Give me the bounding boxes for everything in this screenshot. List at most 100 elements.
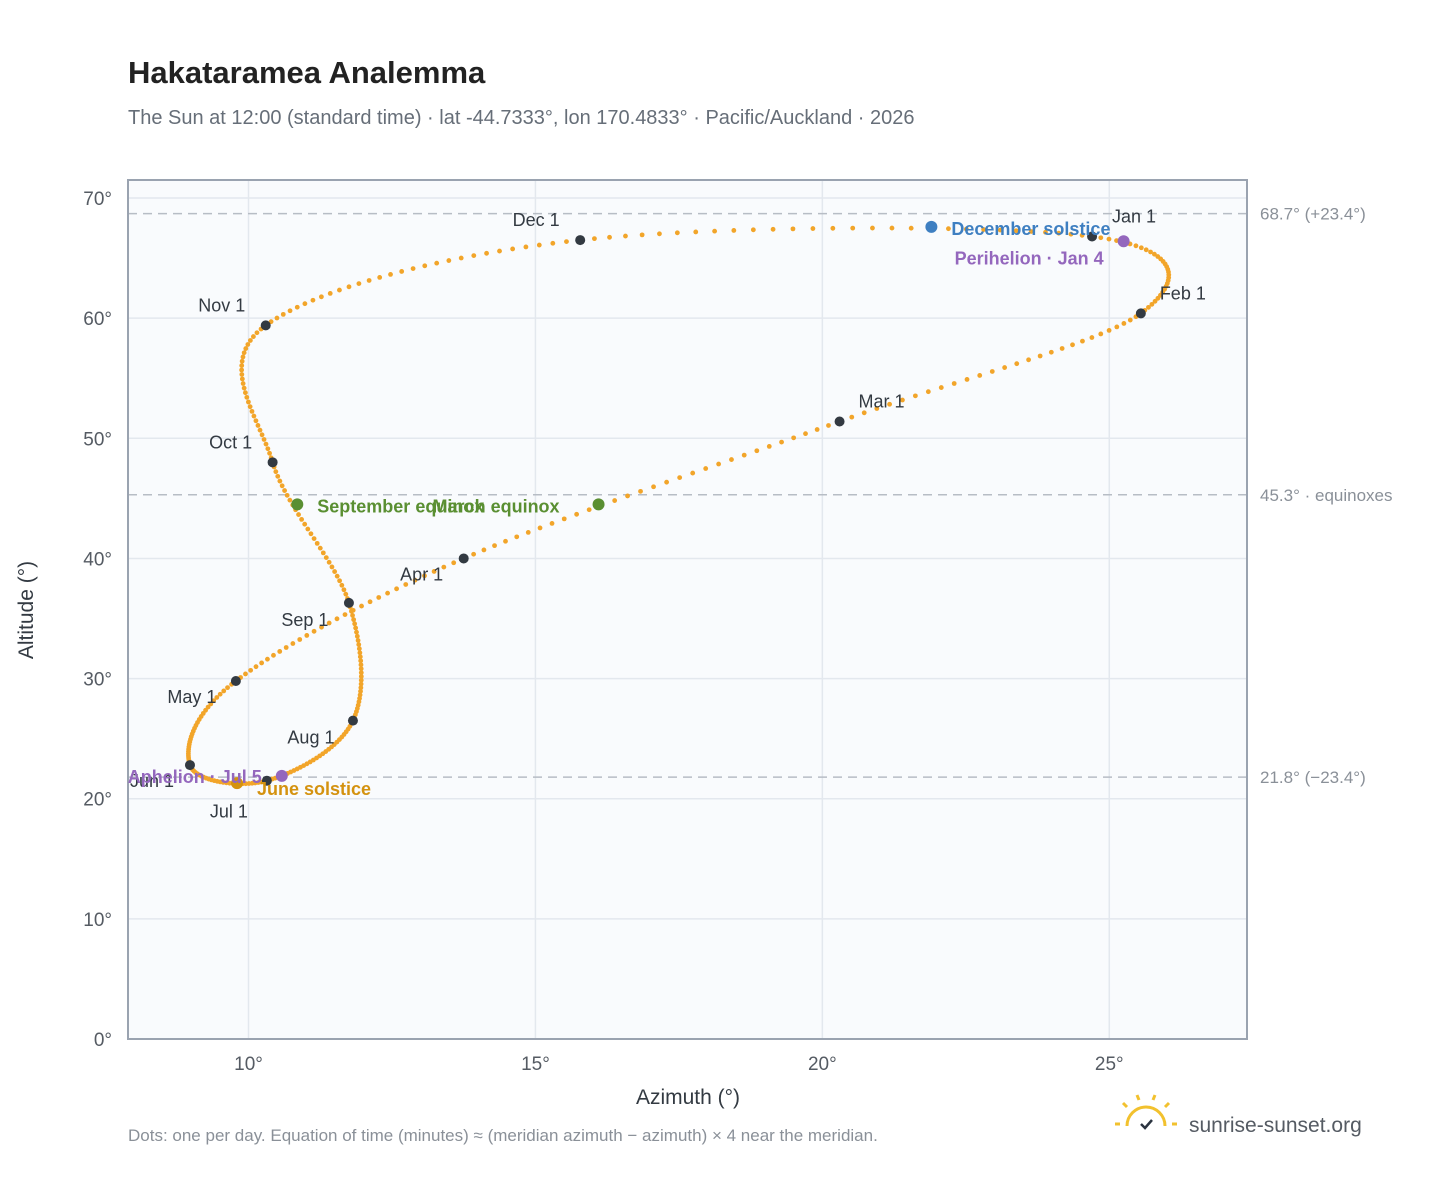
day-dot <box>267 450 272 456</box>
day-dot <box>265 446 271 452</box>
day-dot <box>217 691 223 697</box>
day-dot <box>350 613 355 618</box>
day-dot <box>377 274 383 280</box>
day-dot <box>353 625 359 631</box>
day-dot <box>1127 317 1133 323</box>
day-dot <box>358 670 364 676</box>
day-dot <box>814 427 820 432</box>
day-dot <box>239 358 245 364</box>
day-dot <box>497 248 502 254</box>
day-dot <box>357 692 363 698</box>
y-tick-label: 70° <box>83 189 112 210</box>
day-dot <box>351 617 357 623</box>
day-dot <box>271 652 276 658</box>
day-dot <box>874 406 880 411</box>
day-dot <box>889 225 895 231</box>
day-dot <box>912 393 918 399</box>
day-dot <box>277 478 283 484</box>
y-tick-label: 50° <box>83 429 112 450</box>
day-dot <box>385 590 390 596</box>
month-label: Jan 1 <box>1112 206 1156 226</box>
reference-line-label: 21.8° (−23.4°) <box>1260 768 1366 787</box>
day-dot <box>294 304 300 310</box>
month-label: Apr 1 <box>400 564 443 584</box>
day-dot <box>1121 321 1127 326</box>
month-marker <box>458 553 469 564</box>
plot-area: 0° 10° 20° 30° 40° 50° 60° 70° 10° 15° 20° 25° 68.7°… <box>83 179 1393 1075</box>
day-dot <box>388 271 393 277</box>
day-dot <box>352 621 358 627</box>
day-dot <box>263 441 269 447</box>
event-marker <box>925 220 938 233</box>
day-dot <box>357 654 363 660</box>
day-dot <box>255 423 261 428</box>
day-dot <box>240 381 246 386</box>
month-marker <box>343 597 354 608</box>
month-marker <box>347 715 358 726</box>
day-dot <box>492 543 497 549</box>
day-dot <box>329 564 335 570</box>
day-dot <box>287 308 293 314</box>
day-dot <box>850 225 856 231</box>
day-dot <box>308 531 314 537</box>
month-marker <box>184 760 195 771</box>
event-label: March equinox <box>433 496 560 516</box>
day-dot <box>253 418 259 424</box>
reference-line-label: 68.7° (+23.4°) <box>1260 205 1366 224</box>
day-dot <box>1014 361 1020 367</box>
day-dot <box>327 291 333 296</box>
day-dot <box>311 628 317 634</box>
day-dot <box>239 367 245 373</box>
day-dot <box>314 540 320 546</box>
day-dot <box>357 650 363 656</box>
y-tick-label: 30° <box>83 670 112 691</box>
day-dot <box>712 228 718 234</box>
day-dot <box>358 658 364 664</box>
day-dot <box>1106 236 1112 242</box>
day-dot <box>503 538 508 544</box>
x-tick-label: 20° <box>808 1054 837 1075</box>
day-dot <box>332 569 338 574</box>
day-dot <box>574 511 580 517</box>
day-dot <box>1114 324 1120 330</box>
day-dot <box>1143 247 1149 253</box>
day-dot <box>791 435 797 441</box>
day-dot <box>989 369 995 374</box>
day-dot <box>422 573 427 579</box>
y-tick-label: 40° <box>83 549 112 570</box>
brand-logo[interactable]: sunrise-sunset.org <box>1115 1094 1362 1137</box>
day-dot <box>741 452 747 458</box>
day-dot <box>367 599 373 605</box>
day-dot <box>244 394 250 400</box>
day-dot <box>693 229 699 235</box>
month-label: Mar 1 <box>859 391 905 411</box>
day-dot <box>639 232 645 238</box>
day-dot <box>251 413 257 419</box>
day-dot <box>1149 301 1155 307</box>
day-dot <box>1138 245 1144 251</box>
day-dot <box>537 525 543 531</box>
month-label: Dec 1 <box>513 210 560 230</box>
day-dot <box>376 595 382 600</box>
day-dot <box>612 498 618 503</box>
x-tick-label: 10° <box>234 1054 263 1075</box>
day-dot <box>623 233 628 239</box>
day-dot <box>356 281 362 287</box>
day-dot <box>946 226 951 232</box>
day-dot <box>284 492 290 498</box>
day-dot <box>592 236 597 242</box>
day-dot <box>254 330 260 336</box>
day-dot <box>716 461 722 467</box>
day-dot <box>451 560 457 566</box>
day-dot <box>431 569 437 574</box>
event-label: September equinox <box>317 496 484 516</box>
day-dot <box>471 253 477 259</box>
day-dot <box>261 437 267 442</box>
day-dot <box>290 641 296 646</box>
day-dot <box>754 448 760 454</box>
month-label: Aug 1 <box>287 728 334 748</box>
day-dot <box>458 255 464 261</box>
day-dot <box>318 294 324 300</box>
day-dot <box>334 616 340 622</box>
day-dot <box>677 475 683 481</box>
